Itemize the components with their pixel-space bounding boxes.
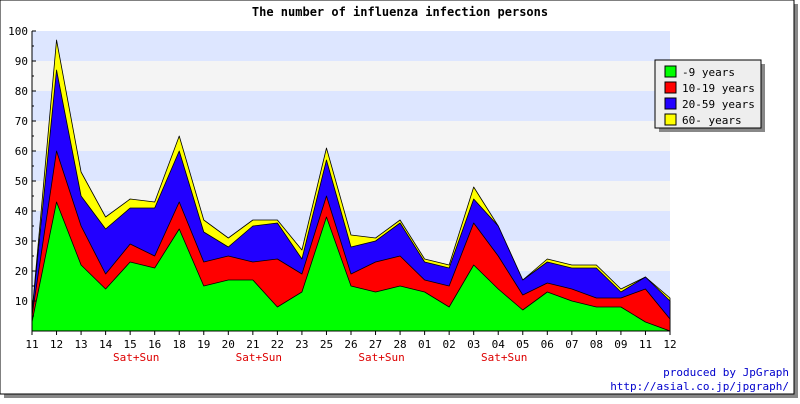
grid-band (32, 151, 670, 181)
x-tick-label: 28 (393, 338, 406, 351)
weekend-label: Sat+Sun (113, 351, 159, 364)
x-tick-label: 14 (99, 338, 113, 351)
x-tick-label: 05 (516, 338, 529, 351)
credit-line1: produced by JpGraph (663, 366, 789, 379)
y-tick-label: 30 (15, 235, 28, 248)
legend-swatch (664, 97, 677, 110)
x-tick-label: 12 (663, 338, 676, 351)
y-tick-label: 20 (15, 265, 28, 278)
x-tick-label: 08 (590, 338, 603, 351)
x-tick-label: 27 (369, 338, 382, 351)
y-tick-labels: 10 20 30 40 50 60 70 80 90 100 (8, 25, 28, 308)
y-tick-label: 90 (15, 55, 28, 68)
x-tick-label: 15 (124, 338, 137, 351)
legend-label: -9 years (682, 66, 735, 79)
x-tick-label: 18 (173, 338, 186, 351)
x-tick-label: 22 (271, 338, 284, 351)
y-tick-label: 60 (15, 145, 28, 158)
x-tick-label: 26 (344, 338, 357, 351)
x-tick-label: 01 (418, 338, 431, 351)
grid-band (32, 91, 670, 121)
axes (31, 30, 671, 335)
legend: -9 years 10-19 years 20-59 years 60- years (654, 59, 765, 132)
x-tick-label: 09 (614, 338, 627, 351)
weekend-label: Sat+Sun (358, 351, 404, 364)
y-tick-label: 70 (15, 115, 28, 128)
x-tick-label: 11 (639, 338, 652, 351)
y-tick-label: 80 (15, 85, 28, 98)
x-tick-label: 06 (541, 338, 554, 351)
weekend-label: Sat+Sun (236, 351, 282, 364)
legend-label: 60- years (682, 114, 742, 127)
y-tick-label: 10 (15, 295, 28, 308)
x-tick-label: 21 (246, 338, 259, 351)
series-areas (31, 39, 671, 332)
y-tick-label: 40 (15, 205, 28, 218)
x-tick-label: 23 (295, 338, 308, 351)
chart-title: The number of influenza infection person… (252, 5, 548, 19)
legend-label: 10-19 years (682, 82, 755, 95)
credit-line2: http://asial.co.jp/jpgraph/ (610, 380, 789, 393)
y-tick-label: 100 (8, 25, 28, 38)
legend-label: 20-59 years (682, 98, 755, 111)
x-tick-label: 03 (467, 338, 480, 351)
x-tick-label: 02 (443, 338, 456, 351)
grid-band (32, 121, 670, 151)
weekend-label: Sat+Sun (481, 351, 527, 364)
x-tick-label: 11 (25, 338, 38, 351)
grid-band (32, 61, 670, 91)
legend-swatch (664, 113, 677, 126)
x-tick-labels: 11 12 13 14 15 16 18 19 20 21 22 23 25 26 27 28 01 02 03 04… (25, 338, 676, 351)
series-area-0 (31, 201, 671, 332)
legend-swatch (664, 81, 677, 94)
weekend-labels: Sat+Sun Sat+Sun Sat+Sun Sat+Sun (113, 351, 527, 364)
x-tick-label: 12 (50, 338, 63, 351)
legend-swatch (664, 65, 677, 78)
grid-band (32, 31, 670, 61)
x-tick-label: 16 (148, 338, 161, 351)
x-tick-label: 25 (320, 338, 333, 351)
y-tick-label: 50 (15, 175, 28, 188)
x-tick-label: 20 (222, 338, 235, 351)
x-tick-label: 19 (197, 338, 210, 351)
x-tick-label: 04 (492, 338, 506, 351)
x-tick-label: 07 (565, 338, 578, 351)
x-tick-label: 13 (74, 338, 87, 351)
